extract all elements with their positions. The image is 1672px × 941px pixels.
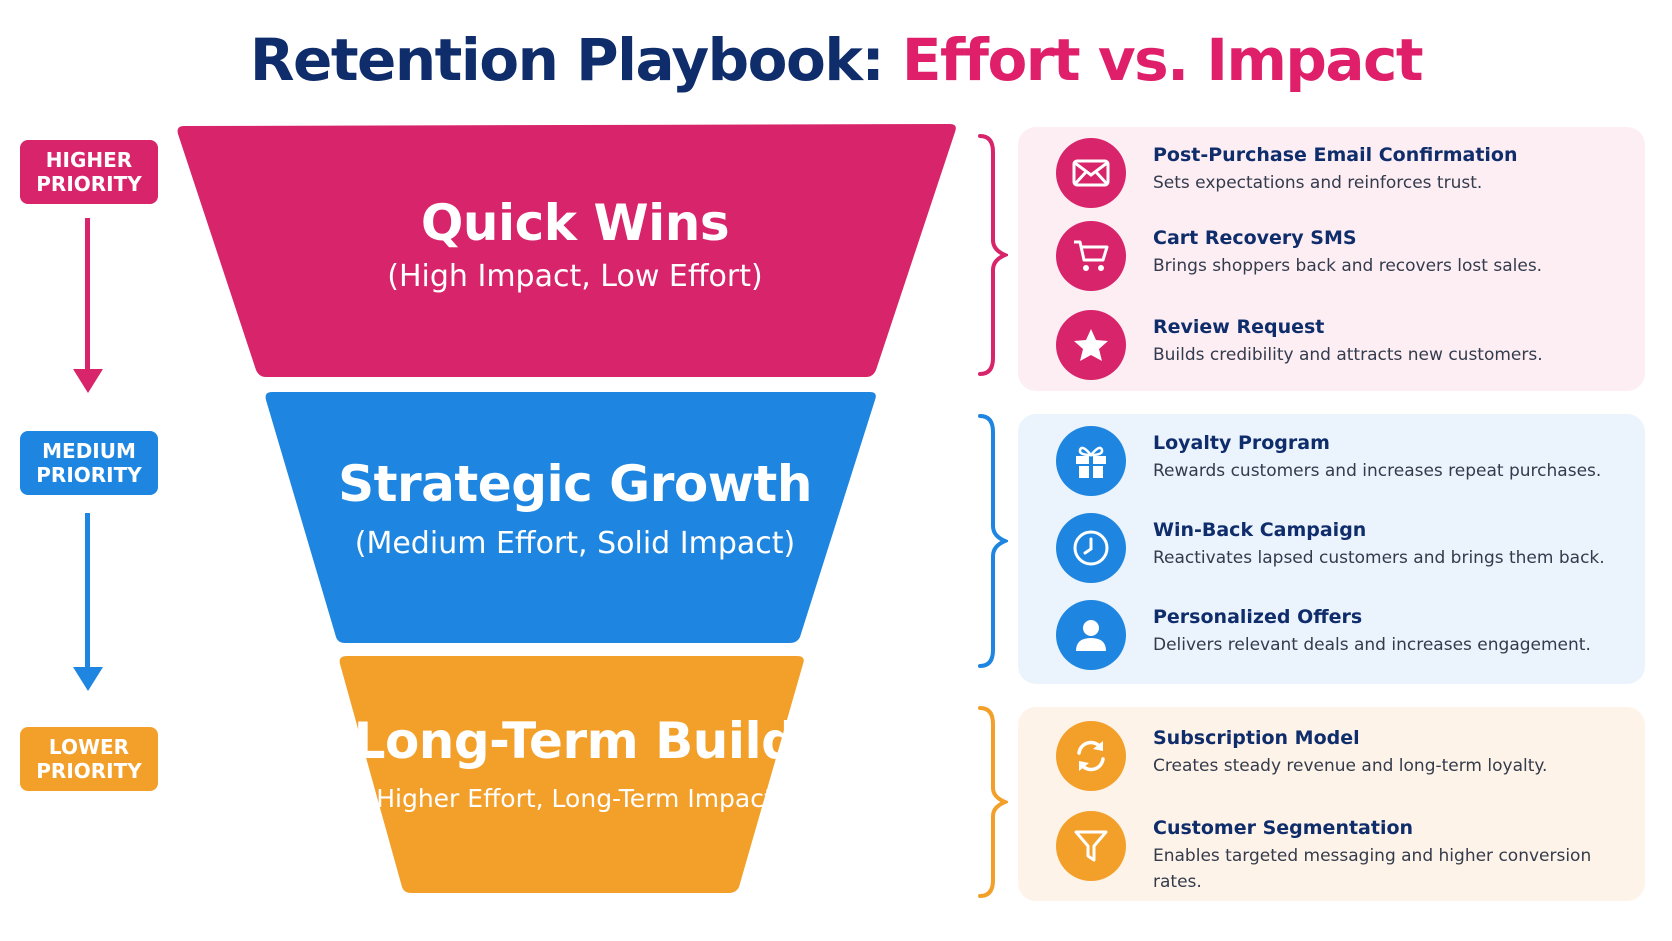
title-part-2: Effort vs. Impact: [901, 26, 1424, 94]
tier-label-quick-wins: Quick Wins (High Impact, Low Effort): [330, 193, 820, 297]
item-title: Subscription Model: [1153, 727, 1360, 749]
item-title: Review Request: [1153, 316, 1325, 338]
list-item: Loyalty Program Rewards customers and in…: [1038, 426, 1635, 496]
funnel-tier-strategic-growth: [265, 392, 876, 643]
item-title: Loyalty Program: [1153, 432, 1330, 454]
tier-title: Long-Term Build: [353, 712, 797, 770]
arrow-down-blue: [71, 513, 105, 691]
star-icon: [1056, 310, 1126, 380]
refresh-icon: [1056, 721, 1126, 791]
badge-line-2: PRIORITY: [36, 172, 142, 196]
badge-lower-priority: LOWER PRIORITY: [20, 727, 158, 791]
user-icon: [1056, 600, 1126, 670]
tier-subtitle: (Medium Effort, Solid Impact): [354, 526, 796, 561]
item-description: Creates steady revenue and long-term loy…: [1153, 756, 1548, 776]
item-title: Customer Segmentation: [1153, 817, 1414, 839]
clock-icon: [1056, 513, 1126, 583]
item-title: Post-Purchase Email Confirmation: [1153, 144, 1518, 166]
cart-icon: [1056, 221, 1126, 291]
item-title: Win-Back Campaign: [1153, 519, 1367, 541]
tier-label-long-term-build: Long-Term Build (Higher Effort, Long-Ter…: [330, 711, 820, 819]
badge-line-1: MEDIUM: [42, 439, 136, 463]
badge-medium-priority: MEDIUM PRIORITY: [20, 431, 158, 495]
list-item: Review Request Builds credibility and at…: [1038, 310, 1635, 380]
item-description: Sets expectations and reinforces trust.: [1153, 173, 1483, 193]
tier-title: Strategic Growth: [338, 455, 812, 513]
item-description: Builds credibility and attracts new cust…: [1153, 345, 1543, 365]
tier-subtitle: (High Impact, Low Effort): [387, 259, 763, 294]
envelope-icon: [1056, 138, 1126, 208]
list-item: Personalized Offers Delivers relevant de…: [1038, 600, 1635, 670]
item-description: Rewards customers and increases repeat p…: [1153, 461, 1602, 481]
funnel-tier-quick-wins: [177, 124, 956, 377]
filter-icon: [1056, 811, 1126, 881]
panel-quick-wins: Post-Purchase Email Confirmation Sets ex…: [1018, 127, 1645, 391]
brace-blue: [978, 414, 1008, 668]
item-description: Brings shoppers back and recovers lost s…: [1153, 256, 1543, 276]
arrow-down-pink: [71, 218, 105, 393]
title-part-1: Retention Playbook:: [249, 26, 885, 94]
item-title: Cart Recovery SMS: [1153, 227, 1357, 249]
tier-label-strategic-growth: Strategic Growth (Medium Effort, Solid I…: [330, 454, 820, 564]
tier-title: Quick Wins: [420, 194, 730, 252]
badge-line-2: PRIORITY: [36, 463, 142, 487]
gift-icon: [1056, 426, 1126, 496]
item-description: Reactivates lapsed customers and brings …: [1153, 548, 1605, 568]
badge-line-1: LOWER: [48, 735, 130, 759]
list-item: Customer Segmentation Enables targeted m…: [1038, 811, 1635, 892]
item-title: Personalized Offers: [1153, 606, 1363, 628]
brace-pink: [978, 134, 1008, 376]
list-item: Cart Recovery SMS Brings shoppers back a…: [1038, 221, 1635, 291]
badge-line-2: PRIORITY: [36, 759, 142, 783]
tier-subtitle: (Higher Effort, Long-Term Impact): [366, 784, 784, 813]
page-title: Retention Playbook: Effort vs. Impact: [0, 22, 1672, 98]
badge-line-1: HIGHER: [45, 148, 133, 172]
list-item: Win-Back Campaign Reactivates lapsed cus…: [1038, 513, 1635, 583]
funnel-tier-long-term-build: [339, 656, 804, 893]
badge-higher-priority: HIGHER PRIORITY: [20, 140, 158, 204]
brace-orange: [978, 706, 1008, 898]
panel-long-term-build: Subscription Model Creates steady revenu…: [1018, 707, 1645, 901]
panel-strategic-growth: Loyalty Program Rewards customers and in…: [1018, 414, 1645, 684]
item-description: Enables targeted messaging and higher co…: [1153, 846, 1592, 892]
item-description: Delivers relevant deals and increases en…: [1153, 635, 1591, 655]
list-item: Post-Purchase Email Confirmation Sets ex…: [1038, 138, 1635, 208]
list-item: Subscription Model Creates steady revenu…: [1038, 721, 1635, 791]
